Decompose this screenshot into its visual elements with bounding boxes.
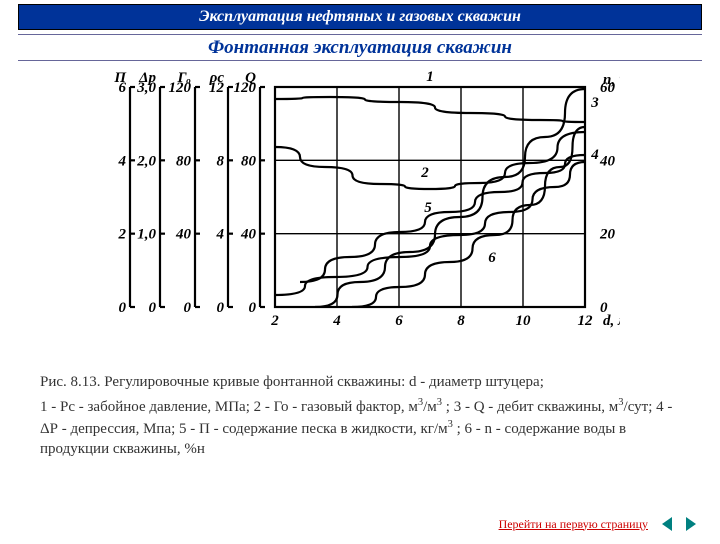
svg-text:0: 0 <box>600 300 608 316</box>
svg-text:0: 0 <box>184 300 192 316</box>
svg-text:8: 8 <box>457 313 465 329</box>
regulation-curves-chart: 24681012d, ммn, %60402006420П3,02,01,00Δ… <box>100 67 620 357</box>
svg-text:4: 4 <box>216 227 225 243</box>
svg-text:Гₒ: Гₒ <box>177 70 191 86</box>
caption-line-1: Рис. 8.13. Регулировочные кривые фонтанн… <box>40 372 680 392</box>
svg-text:2: 2 <box>270 313 279 329</box>
svg-text:40: 40 <box>599 153 616 169</box>
svg-text:4: 4 <box>590 147 599 163</box>
svg-text:6: 6 <box>488 250 496 266</box>
svg-text:1,0: 1,0 <box>137 227 156 243</box>
svg-text:П: П <box>113 70 127 86</box>
svg-text:40: 40 <box>175 227 192 243</box>
svg-text:6: 6 <box>395 313 403 329</box>
goto-first-page-link[interactable]: Перейти на первую страницу <box>499 517 648 532</box>
svg-text:ρc: ρc <box>209 70 225 86</box>
svg-text:20: 20 <box>599 227 616 243</box>
header-title: Эксплуатация нефтяных и газовых скважин <box>199 8 521 25</box>
svg-text:60: 60 <box>600 80 616 96</box>
nav-arrows-icon[interactable] <box>660 514 700 534</box>
svg-text:4: 4 <box>118 153 127 169</box>
divider-sub <box>18 60 702 61</box>
svg-text:3: 3 <box>590 95 599 111</box>
svg-text:12: 12 <box>578 313 594 329</box>
figure-container: 24681012d, ммn, %60402006420П3,02,01,00Δ… <box>0 67 720 362</box>
divider-top <box>18 34 702 35</box>
svg-text:1: 1 <box>426 69 434 85</box>
svg-text:2: 2 <box>118 227 127 243</box>
svg-text:Q: Q <box>245 70 256 86</box>
svg-text:2: 2 <box>420 165 429 181</box>
svg-text:80: 80 <box>176 153 192 169</box>
svg-text:40: 40 <box>240 227 257 243</box>
svg-text:4: 4 <box>332 313 341 329</box>
svg-text:0: 0 <box>119 300 127 316</box>
svg-text:Δp: Δp <box>138 70 156 86</box>
svg-text:5: 5 <box>424 200 432 216</box>
svg-text:0: 0 <box>249 300 257 316</box>
figure-caption: Рис. 8.13. Регулировочные кривые фонтанн… <box>40 372 680 459</box>
caption-line-2: 1 - Рс - забойное давление, МПа; 2 - Го … <box>40 396 680 459</box>
subtitle: Фонтанная эксплуатация скважин <box>0 37 720 59</box>
svg-text:2,0: 2,0 <box>136 153 156 169</box>
svg-text:0: 0 <box>217 300 225 316</box>
svg-text:0: 0 <box>149 300 157 316</box>
svg-text:80: 80 <box>241 153 257 169</box>
svg-text:8: 8 <box>217 153 225 169</box>
page-header: Эксплуатация нефтяных и газовых скважин <box>18 4 702 30</box>
footer: Перейти на первую страницу <box>499 514 700 534</box>
svg-text:10: 10 <box>516 313 532 329</box>
